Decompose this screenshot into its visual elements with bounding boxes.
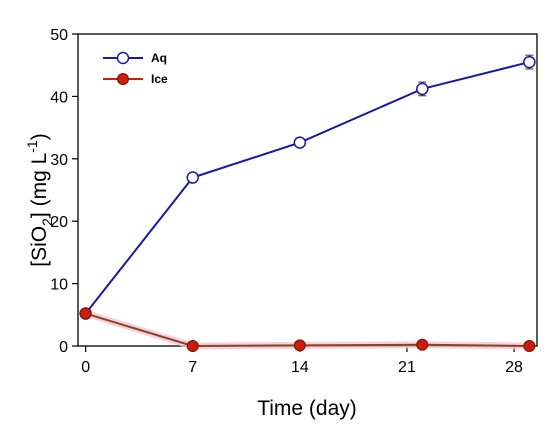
x-tick-label: 28 xyxy=(505,359,523,376)
data-point xyxy=(293,136,307,149)
x-tick-label: 0 xyxy=(81,359,90,376)
series-highlight xyxy=(82,310,533,350)
data-point xyxy=(186,340,199,352)
plot-frame xyxy=(77,33,538,347)
legend: Aq Ice xyxy=(103,51,168,86)
series-line xyxy=(85,312,530,348)
y-axis-title: [SiO2] (mg L-1) xyxy=(24,133,55,266)
data-point xyxy=(523,55,536,69)
series-layer xyxy=(79,54,536,352)
data-point xyxy=(416,338,429,351)
y-tick-label: 10 xyxy=(50,277,68,294)
y-tick-label: 40 xyxy=(50,89,68,106)
legend-swatch-marker xyxy=(116,51,130,65)
y-axis-title-part-1: [SiO xyxy=(28,226,51,267)
data-point xyxy=(523,340,536,352)
series-line xyxy=(84,61,530,315)
x-tick-label: 7 xyxy=(188,359,197,376)
y-tick-label: 50 xyxy=(50,27,68,44)
y-tick-label: 20 xyxy=(50,214,68,231)
y-axis-title-subscript: 2 xyxy=(39,218,55,226)
legend-label: Ice xyxy=(151,72,168,86)
x-axis-title: Time (day) xyxy=(257,397,357,420)
legend-item: Ice xyxy=(103,72,168,86)
y-axis-title-superscript: -1 xyxy=(24,140,40,153)
data-point xyxy=(186,171,199,184)
y-axis-title-part-2: ] (mg L xyxy=(28,153,51,218)
y-axis-title-part-3: ) xyxy=(28,133,51,140)
y-tick-label: 30 xyxy=(50,152,68,169)
legend-swatch-marker xyxy=(117,73,129,85)
series-aq xyxy=(79,54,536,320)
y-tick-label: 0 xyxy=(59,339,68,356)
legend-label: Aq xyxy=(151,51,167,65)
x-tick-label: 21 xyxy=(398,359,416,376)
data-point xyxy=(293,339,306,352)
legend-item: Aq xyxy=(103,51,167,65)
data-point xyxy=(79,307,92,320)
series-ice xyxy=(79,307,536,352)
data-point xyxy=(416,82,429,96)
x-tick-label: 14 xyxy=(291,359,309,376)
